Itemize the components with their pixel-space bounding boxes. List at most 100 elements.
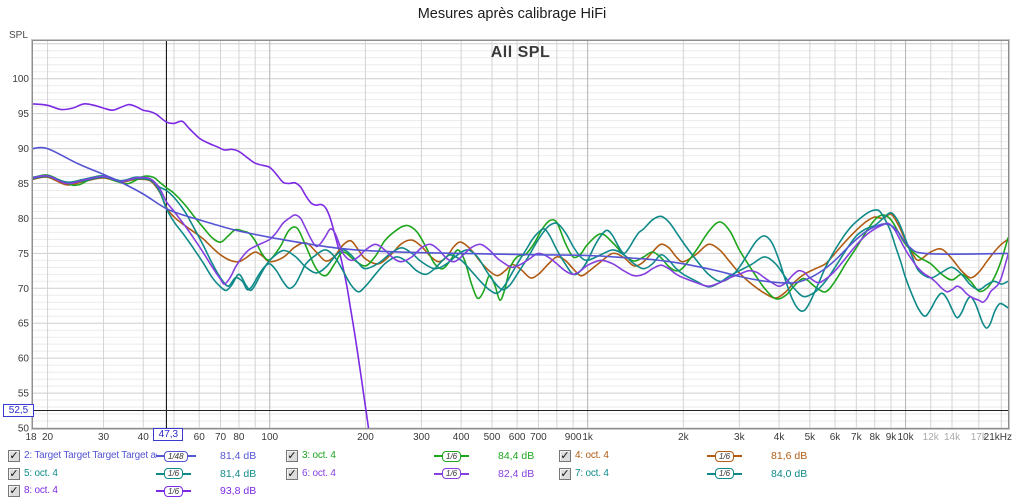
legend-label-8[interactable]: 8: oct. 4 <box>24 485 58 496</box>
legend-value-2: 81,4 dB <box>220 450 257 462</box>
legend-value-4: 81,6 dB <box>771 450 808 462</box>
badge-stub <box>156 455 164 457</box>
legend-value-7: 84,0 dB <box>771 467 808 480</box>
badge-stub <box>156 490 164 492</box>
y-tick-label: 75 <box>18 249 30 260</box>
trace-2 <box>33 146 1008 284</box>
badge-stub <box>183 472 192 475</box>
trace-4 <box>33 176 1008 299</box>
badge-stub <box>434 472 442 475</box>
legend-checkbox-8[interactable]: ✓ <box>8 485 20 497</box>
page-title: Mesures après calibrage HiFi <box>417 6 607 22</box>
y-tick-label: 65 <box>18 319 30 330</box>
y-tick-label: 80 <box>18 214 30 225</box>
legend-value-3: 84,4 dB <box>498 450 535 462</box>
x-tick-label: 500 <box>484 432 501 443</box>
legend-item-8: ✓ 8: oct. 4 1/6 93,8 dB <box>5 484 281 499</box>
legend-checkbox-5[interactable]: ✓ <box>8 467 20 480</box>
cursor-freq-readout: 47,3 <box>153 428 184 441</box>
legend-item-7: ✓ 7: oct. 4 1/6 84,0 dB <box>556 467 832 482</box>
trace-7 <box>33 175 1008 329</box>
x-tick-label: 1k <box>582 432 594 443</box>
legend-value-8: 93,8 dB <box>220 485 257 497</box>
badge-stub <box>156 472 164 475</box>
smoothing-value: 1/6 <box>715 468 735 479</box>
legend-checkbox-6[interactable]: ✓ <box>286 467 298 480</box>
legend-checkbox-2[interactable]: ✓ <box>8 450 20 462</box>
x-tick-label: 18 <box>25 432 37 443</box>
x-tick-label: 100 <box>261 432 278 443</box>
x-tick-label: 600 <box>509 432 526 443</box>
x-tick-label: 3k <box>734 432 746 443</box>
smoothing-value: 1/48 <box>164 450 188 462</box>
badge-stub <box>461 472 470 475</box>
smoothing-badge-5[interactable]: 1/6 <box>156 468 192 480</box>
plot-border-outer <box>31 39 1010 430</box>
x-tick-label: 200 <box>357 432 374 443</box>
legend-item-2: ✓ 2: Target Target Target Target ao 1/48 81… <box>5 449 281 464</box>
trace-3 <box>33 174 1008 301</box>
legend-checkbox-4[interactable]: ✓ <box>559 450 571 462</box>
badge-stub <box>183 490 192 492</box>
x-tick-label: 17k <box>971 432 988 443</box>
x-tick-label: 14k <box>944 432 961 443</box>
legend-item-6: ✓ 6: oct. 4 1/6 82,4 dB <box>283 467 559 482</box>
chart-title: All SPL <box>490 44 551 61</box>
legend-label-3[interactable]: 3: oct. 4 <box>302 450 336 461</box>
badge-stub <box>707 472 715 475</box>
x-tick-label: 300 <box>413 432 430 443</box>
badge-stub <box>734 455 743 457</box>
legend-label-4[interactable]: 4: oct. 4 <box>575 450 609 461</box>
smoothing-badge-8[interactable]: 1/6 <box>156 485 192 497</box>
y-tick-label: 95 <box>18 109 30 120</box>
y-tick-label: 70 <box>18 284 30 295</box>
y-tick-label: 85 <box>18 179 30 190</box>
smoothing-value: 1/6 <box>164 485 184 497</box>
y-tick-label: 100 <box>12 74 29 85</box>
x-tick-label: 30 <box>98 432 110 443</box>
x-tick-label: 8k <box>869 432 881 443</box>
x-tick-label: 21kHz <box>984 432 1012 443</box>
x-tick-label: 12k <box>923 432 940 443</box>
badge-stub <box>434 455 442 457</box>
x-tick-label: 70 <box>215 432 227 443</box>
y-axis-unit-label: SPL <box>9 30 28 41</box>
legend-label-6[interactable]: 6: oct. 4 <box>302 467 336 479</box>
smoothing-value: 1/6 <box>442 450 462 462</box>
badge-stub <box>734 472 743 475</box>
smoothing-value: 1/6 <box>715 450 735 462</box>
x-tick-label: 5k <box>805 432 817 443</box>
x-tick-label: 10k <box>898 432 915 443</box>
x-tick-label: 80 <box>233 432 245 443</box>
legend: ✓ 2: Target Target Target Target ao 1/48 81… <box>0 446 1024 502</box>
x-tick-label: 2k <box>678 432 690 443</box>
smoothing-badge-4[interactable]: 1/6 <box>707 450 743 462</box>
plot-border <box>32 40 1009 429</box>
x-tick-label: 7k <box>851 432 863 443</box>
smoothing-badge-3[interactable]: 1/6 <box>434 450 470 462</box>
legend-label-5[interactable]: 5: oct. 4 <box>24 467 58 479</box>
legend-item-4: ✓ 4: oct. 4 1/6 81,6 dB <box>556 449 832 464</box>
legend-checkbox-7[interactable]: ✓ <box>559 467 571 480</box>
x-tick-label: 60 <box>194 432 206 443</box>
legend-value-6: 82,4 dB <box>498 467 535 480</box>
smoothing-badge-6[interactable]: 1/6 <box>434 468 470 480</box>
x-tick-label: 900 <box>565 432 582 443</box>
legend-label-7[interactable]: 7: oct. 4 <box>575 467 609 479</box>
trace-6 <box>33 174 1008 304</box>
x-tick-label: 6k <box>830 432 842 443</box>
smoothing-badge-7[interactable]: 1/6 <box>707 468 743 480</box>
legend-label-2[interactable]: 2: Target Target Target Target ao <box>24 450 157 461</box>
cursor-spl-readout: 52,5 <box>3 403 34 417</box>
smoothing-badge-2[interactable]: 1/48 <box>156 450 196 462</box>
trace-5 <box>33 174 1008 298</box>
legend-checkbox-3[interactable]: ✓ <box>286 450 298 462</box>
y-tick-label: 90 <box>18 144 30 155</box>
legend-item-3: ✓ 3: oct. 4 1/6 84,4 dB <box>283 449 559 464</box>
y-tick-label: 50 <box>18 424 30 435</box>
smoothing-value: 1/6 <box>442 468 462 479</box>
badge-stub <box>707 455 715 457</box>
smoothing-value: 1/6 <box>164 468 184 479</box>
